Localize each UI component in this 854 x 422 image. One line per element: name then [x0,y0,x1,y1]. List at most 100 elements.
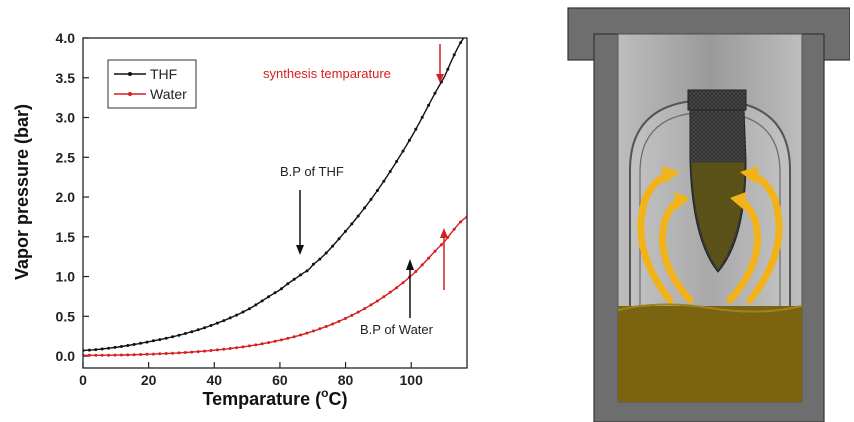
series-point-thf [241,310,245,314]
series-point-water [228,347,232,350]
y-tick-label: 4.0 [56,30,76,46]
series-point-thf [209,324,213,327]
series-point-water [337,319,341,323]
y-tick-label: 2.5 [56,149,76,165]
series-point-water [343,317,347,320]
series-point-water [395,286,399,290]
series-point-water [311,329,315,333]
series-point-water [209,349,213,352]
series-point-water [331,322,335,326]
series-point-water [107,353,111,357]
series-point-water [119,353,123,357]
series-point-water [113,353,117,357]
series-point-thf [324,251,328,255]
series-point-thf [343,229,347,233]
series-point-water [203,349,207,353]
legend-marker-water [128,92,132,96]
legend-label-water: Water [150,86,187,102]
series-point-thf [395,160,399,163]
annotation-synthesis-temperature: synthesis temparature [263,66,391,81]
legend-label-thf: THF [150,66,177,82]
series-point-thf [87,348,91,352]
annotation-bp-thf: B.P of THF [280,164,344,179]
y-tick-label: 1.5 [56,229,76,245]
series-point-thf [100,347,104,351]
x-tick-label: 40 [206,372,222,388]
y-tick-label: 0.5 [56,308,76,324]
series-point-water [369,303,373,307]
series-point-thf [247,307,251,311]
series-point-thf [139,341,143,345]
series-point-thf [356,214,360,218]
series-point-thf [113,345,117,349]
series-point-water [279,338,283,342]
series-point-water [151,352,155,356]
series-point-thf [158,338,162,342]
series-point-thf [228,316,232,320]
vapor-arrowhead-2 [674,192,690,210]
series-point-thf [279,287,283,291]
series-point-water [439,243,443,247]
series-point-thf [427,103,431,107]
x-tick-label: 0 [79,372,87,388]
series-thf [83,33,469,352]
tube-cap [687,89,747,111]
series-point-thf [375,189,379,192]
degree-superscript: o [321,386,328,400]
series-point-water [254,343,258,347]
series-point-thf [350,222,354,226]
vapor-arrowhead-1 [662,166,680,184]
autoclave-diagram [567,7,850,422]
series-point-water [222,347,226,351]
series-point-water [100,353,104,357]
synthesis-arrow-down-head [436,74,444,83]
series-point-water [267,341,271,345]
series-point-water [177,351,181,355]
series-point-thf [190,330,194,334]
series-point-thf [260,299,264,303]
series-point-water [94,353,98,357]
y-axis-ticks: 0.0 0.5 1.0 1.5 2.0 2.5 3.0 3.5 4.0 [56,30,89,364]
series-point-thf [459,41,463,45]
legend-box [107,59,197,109]
series-point-water [356,310,360,314]
series-water [83,215,467,357]
series-point-thf [145,340,149,344]
series-point-thf [452,53,456,57]
vapor-arrow-right-inner [726,196,762,304]
series-point-thf [407,138,411,142]
series-point-thf [203,326,207,330]
series-point-water [363,307,367,311]
series-point-thf [151,339,155,343]
series-point-water [171,351,175,355]
series-point-thf [171,335,175,339]
series-point-water [375,299,379,303]
vapor-arrowheads [662,166,758,210]
x-tick-label: 60 [272,372,288,388]
x-axis-ticks: 0 20 40 60 80 100 [79,362,423,388]
series-point-water [190,350,194,354]
series-point-thf [183,332,187,335]
y-axis-title: Vapor pressure (bar) [12,104,32,280]
series-point-thf [337,237,341,241]
series-point-water [433,249,437,253]
series-point-thf [363,206,367,210]
y-tick-label: 0.0 [56,348,76,364]
series-point-thf [286,282,290,286]
series-point-water [145,352,149,356]
plot-frame [82,37,468,369]
series-point-thf [107,346,111,350]
series-point-water [292,335,296,339]
series-point-water [235,346,239,350]
series-point-thf [466,33,469,36]
series-point-thf [119,345,123,348]
y-tick-label: 3.5 [56,70,76,86]
series-point-thf [292,277,296,281]
series-point-water [132,353,136,357]
synthesis-arrow-up-head [440,228,448,238]
liquid-surface [617,303,803,313]
series-point-thf [388,170,392,173]
bp-water-arrow-head [406,259,414,270]
series-point-thf [235,313,239,317]
series-layer [83,33,469,357]
